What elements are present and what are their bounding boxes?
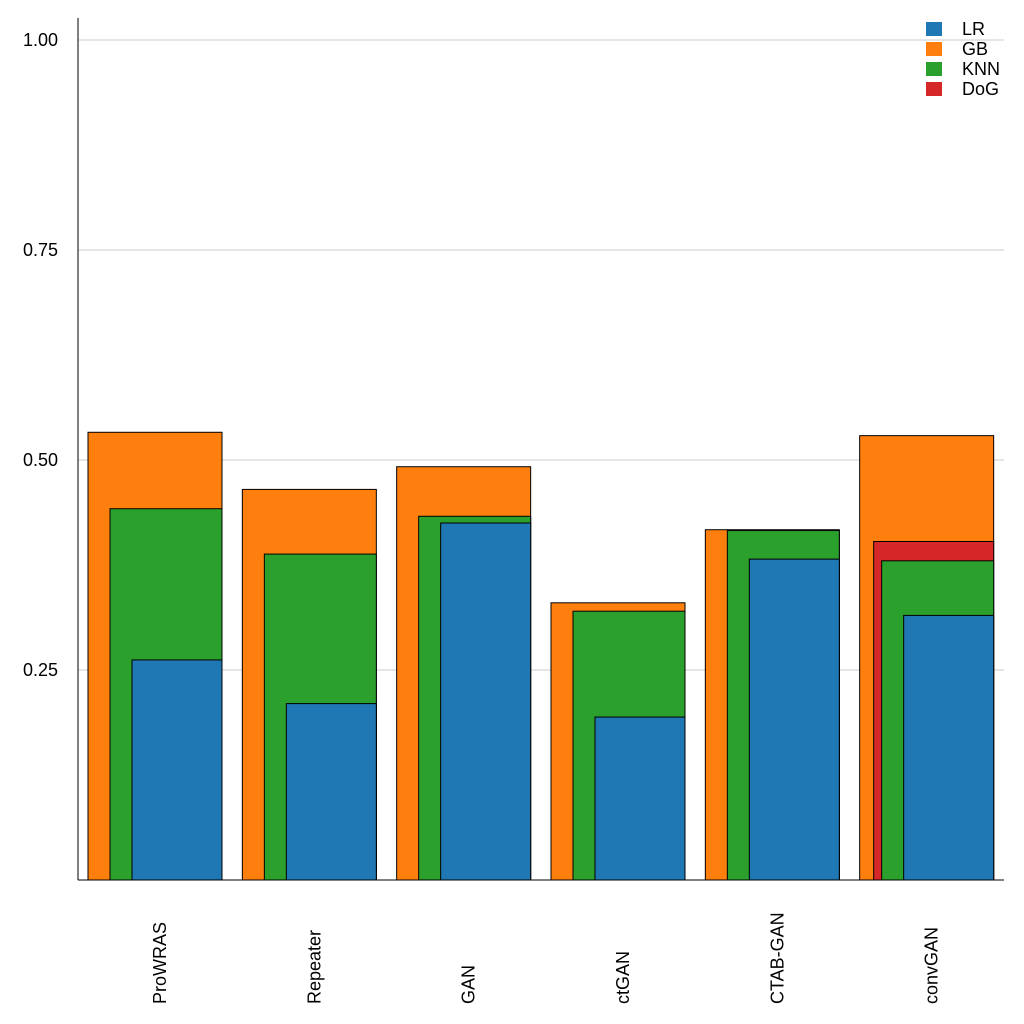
x-tick-label: ProWRAS [150, 922, 170, 1004]
legend-label: LR [962, 18, 986, 39]
axes [77, 18, 1004, 881]
y-tick-label: 0.50 [23, 450, 58, 470]
grid-lines [78, 39, 1004, 671]
bar-lr-convgan [903, 614, 995, 881]
legend-swatch [926, 82, 942, 96]
legend-label: KNN [962, 58, 1001, 79]
legend-swatch [926, 62, 942, 76]
y-tick-labels: 0.25 0.50 0.75 1.00 [23, 30, 58, 680]
y-tick-label: 0.25 [23, 660, 58, 680]
bar-lr-prowras [131, 659, 223, 881]
x-tick-label: CTAB-GAN [767, 912, 787, 1004]
bar-lr-gan [440, 522, 532, 881]
legend-swatch [926, 22, 942, 36]
x-tick-labels: ProWRAS Repeater GAN ctGAN CTAB-GAN convGAN [150, 912, 942, 1004]
x-tick-label: ctGAN [613, 951, 633, 1004]
y-tick-label: 1.00 [23, 30, 58, 50]
legend-label: DoG [962, 78, 1000, 99]
legend-item-lr: LR [926, 19, 1000, 39]
bar-lr-ctab-gan [748, 558, 840, 881]
legend-item-dog: DoG [926, 79, 1000, 99]
x-tick-label: convGAN [922, 927, 942, 1004]
legend-label: GB [962, 38, 989, 59]
bar-lr-repeater [285, 703, 377, 881]
legend-item-gb: GB [926, 39, 1000, 59]
y-tick-label: 0.75 [23, 240, 58, 260]
x-tick-label: GAN [459, 965, 479, 1004]
bars [87, 431, 995, 881]
bar-lr-ctgan [594, 716, 686, 881]
legend: LR GB KNN DoG [926, 19, 1000, 99]
legend-item-knn: KNN [926, 59, 1000, 79]
x-tick-label: Repeater [304, 930, 324, 1004]
legend-swatch [926, 42, 942, 56]
